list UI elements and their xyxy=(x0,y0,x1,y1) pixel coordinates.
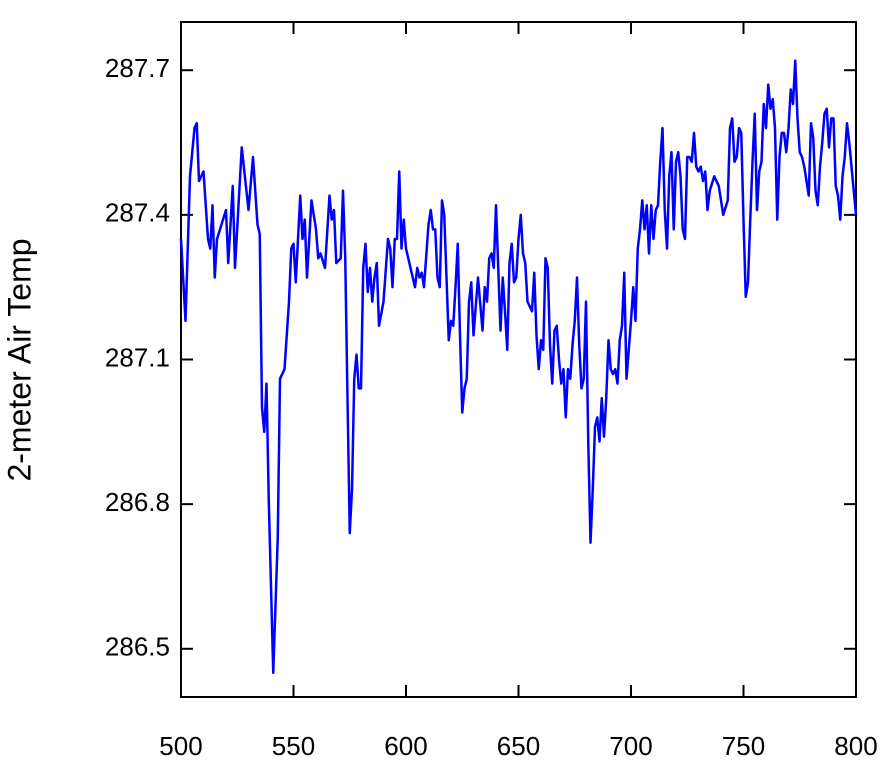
x-tick-label: 800 xyxy=(834,731,877,761)
y-tick-label: 287.4 xyxy=(105,198,170,228)
data-line xyxy=(179,59,858,675)
y-axis-label: 2-meter Air Temp xyxy=(1,238,37,481)
x-tick-label: 550 xyxy=(272,731,315,761)
x-tick-label: 600 xyxy=(384,731,427,761)
x-tick-label: 500 xyxy=(159,731,202,761)
x-tick-label: 750 xyxy=(722,731,765,761)
y-tick-label: 286.5 xyxy=(105,632,170,662)
y-tick-label: 287.1 xyxy=(105,342,170,372)
x-tick-label: 700 xyxy=(609,731,652,761)
x-tick-label: 650 xyxy=(497,731,540,761)
y-tick-label: 286.8 xyxy=(105,487,170,517)
y-tick-label: 287.7 xyxy=(105,53,170,83)
